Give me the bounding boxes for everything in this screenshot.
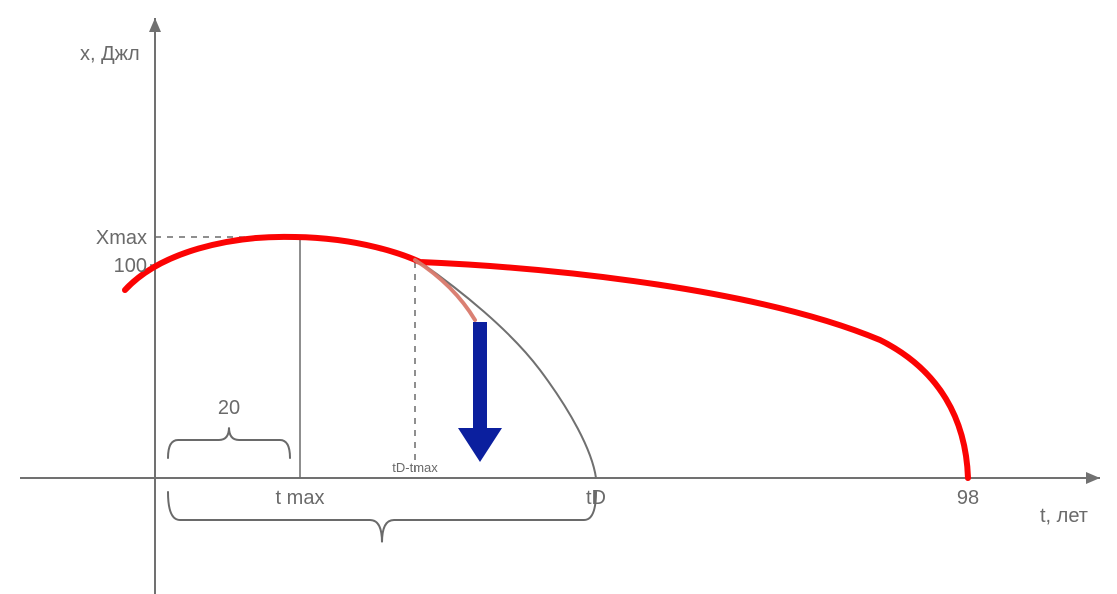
y-tick-100: 100 — [114, 255, 147, 277]
brace-20-label: 20 — [218, 397, 240, 419]
x-tick-tD: tD — [586, 487, 606, 509]
x-tick-tmax: t max — [276, 487, 325, 509]
y-axis-label: x, Джл — [80, 43, 140, 65]
x-mid-label: tD-tmax — [392, 460, 438, 475]
x-tick-98: 98 — [957, 487, 979, 509]
chart-background — [0, 0, 1117, 594]
vitality-curve-chart: x, Джл t, лет 100 Xmax t max tD 98 tD-tm… — [0, 0, 1117, 594]
y-tick-xmax: Xmax — [96, 227, 147, 249]
x-axis-label: t, лет — [1040, 505, 1088, 527]
